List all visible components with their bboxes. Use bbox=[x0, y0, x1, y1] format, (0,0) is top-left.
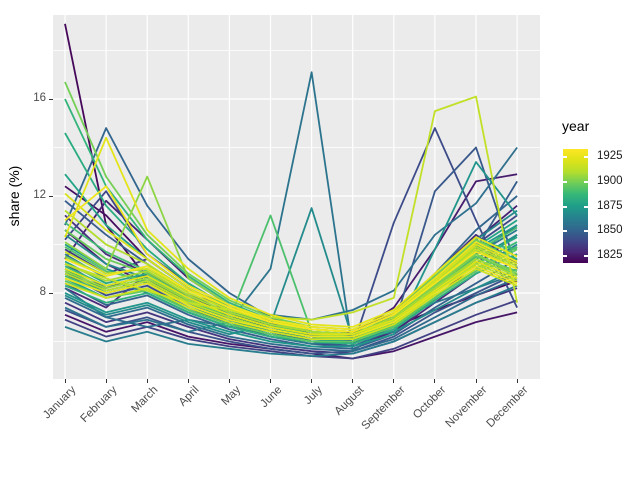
x-tick-label: October bbox=[410, 384, 449, 422]
legend-tick-mark bbox=[584, 205, 588, 208]
y-tick-label: 8 bbox=[39, 286, 46, 298]
x-tick-mark bbox=[434, 379, 436, 383]
legend-tick-mark bbox=[563, 181, 567, 184]
x-tick-mark bbox=[475, 379, 477, 383]
series-line-1838 bbox=[64, 299, 518, 360]
x-tick-label: May bbox=[219, 384, 243, 408]
series-line-1928 bbox=[64, 185, 518, 331]
legend-tick-mark bbox=[563, 255, 567, 258]
series-line-1854 bbox=[64, 277, 518, 353]
x-tick-mark bbox=[393, 379, 395, 383]
legend-tick-label: 1850 bbox=[597, 224, 623, 237]
legend-tick-mark bbox=[584, 181, 588, 184]
series-line-1850 bbox=[64, 258, 518, 350]
series-line-1920 bbox=[64, 192, 518, 333]
x-tick-mark bbox=[311, 379, 313, 383]
legend-tick-label: 1825 bbox=[597, 249, 623, 262]
series-line-1896 bbox=[64, 248, 518, 343]
x-tick-label: December bbox=[484, 384, 531, 431]
x-tick-label: February bbox=[78, 384, 120, 426]
legend-colorbar bbox=[563, 149, 588, 263]
series-line-1918 bbox=[64, 267, 518, 341]
plot-lines-svg bbox=[53, 15, 540, 379]
series-line-1930 bbox=[64, 250, 518, 333]
x-tick-label: March bbox=[129, 384, 161, 416]
x-tick-label: January bbox=[41, 384, 79, 422]
legend-title: year bbox=[562, 118, 590, 134]
legend-tick-mark bbox=[584, 156, 588, 159]
legend-tick-label: 1900 bbox=[597, 175, 623, 188]
x-tick-label: April bbox=[177, 384, 202, 409]
series-line-1924 bbox=[64, 136, 518, 328]
series-line-1868 bbox=[64, 207, 518, 341]
x-tick-mark bbox=[64, 379, 66, 383]
plot-panel bbox=[53, 15, 540, 379]
series-line-1926 bbox=[64, 265, 518, 338]
x-tick-mark bbox=[187, 379, 189, 383]
x-tick-label: August bbox=[332, 384, 367, 418]
series-line-1908 bbox=[64, 258, 518, 336]
series-line-1884 bbox=[64, 253, 518, 345]
y-tick-label: 16 bbox=[33, 92, 46, 104]
y-tick-label: 12 bbox=[33, 189, 46, 201]
legend-tick-mark bbox=[563, 156, 567, 159]
y-tick-mark bbox=[49, 195, 53, 197]
x-tick-mark bbox=[228, 379, 230, 383]
legend-tick-label: 1925 bbox=[597, 150, 623, 163]
x-tick-label: July bbox=[302, 384, 326, 407]
series-line-1858 bbox=[64, 71, 518, 353]
series-line-1914 bbox=[64, 95, 518, 321]
series-line-1872 bbox=[64, 161, 518, 348]
series-line-1856 bbox=[64, 146, 518, 328]
legend-tick-label: 1875 bbox=[597, 199, 623, 212]
series-line-1844 bbox=[64, 272, 518, 355]
legend-tick-mark bbox=[563, 205, 567, 208]
legend-tick-mark bbox=[584, 230, 588, 233]
x-tick-mark bbox=[352, 379, 354, 383]
x-tick-label: November bbox=[443, 384, 490, 431]
series-line-1922 bbox=[64, 260, 518, 336]
x-tick-mark bbox=[516, 379, 518, 383]
x-tick-mark bbox=[270, 379, 271, 383]
x-tick-label: June bbox=[257, 384, 284, 411]
y-tick-mark bbox=[49, 292, 53, 294]
x-tick-mark bbox=[146, 379, 148, 383]
x-tick-mark bbox=[105, 379, 107, 383]
series-line-1900 bbox=[64, 81, 518, 331]
y-tick-mark bbox=[49, 98, 53, 100]
legend-tick-mark bbox=[563, 230, 567, 233]
series-line-1862 bbox=[64, 284, 518, 358]
series-line-1842 bbox=[64, 127, 518, 348]
legend-tick-mark bbox=[584, 255, 588, 258]
